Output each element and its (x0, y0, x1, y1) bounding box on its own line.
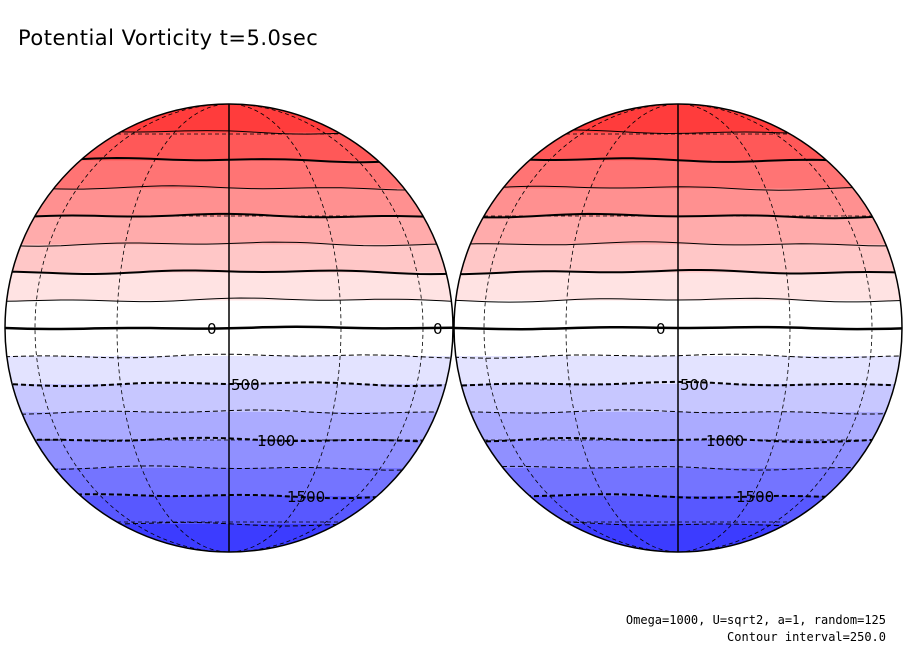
contour-label: 0 (656, 320, 666, 338)
contour-interval-line: Contour interval=250.0 (727, 630, 886, 644)
meridian-line (483, 103, 873, 553)
contour-label: 1500 (736, 488, 774, 506)
graticule (34, 103, 424, 553)
plot-title: Potential Vorticity t=5.0sec (18, 26, 319, 50)
globe-outline (4, 103, 454, 553)
meridian-line (34, 103, 424, 553)
contour-label: 500 (680, 376, 709, 394)
globe-2: 0 500 1000 1500 (453, 103, 903, 553)
contour-label: 500 (231, 376, 260, 394)
contour-label: 0 (433, 320, 443, 338)
contour-label: 1000 (706, 432, 744, 450)
parameters-note: Omega=1000, U=sqrt2, a=1, random=125 Con… (626, 612, 886, 646)
contour-label: 0 (207, 320, 217, 338)
parameters-line: Omega=1000, U=sqrt2, a=1, random=125 (625, 613, 886, 627)
graticule (483, 103, 873, 553)
globe-outline (453, 103, 903, 553)
contour-label: 1000 (257, 432, 295, 450)
contour-label: 1500 (287, 488, 325, 506)
globe-1: 0 0 500 1000 1500 (4, 103, 454, 553)
